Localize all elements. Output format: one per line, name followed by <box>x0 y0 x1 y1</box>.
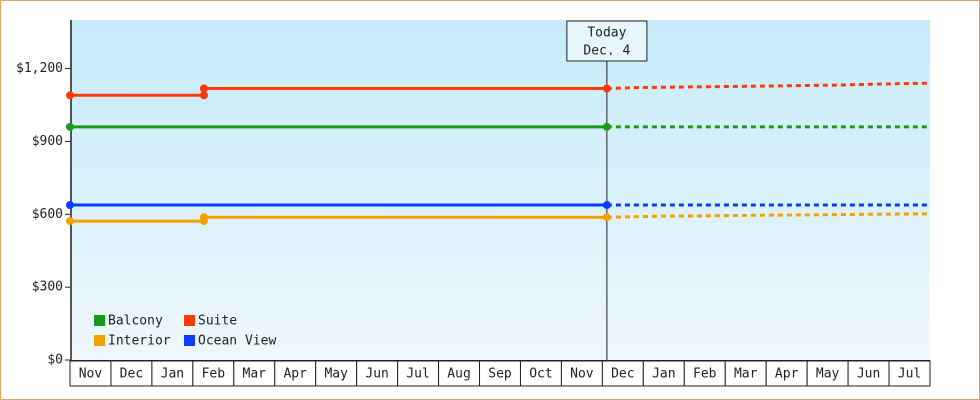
plot-area <box>70 20 930 360</box>
legend-label: Interior <box>108 334 171 349</box>
point <box>66 91 74 100</box>
x-category-box <box>847 360 890 387</box>
legend-label: Balcony <box>108 314 163 329</box>
x-tick-label: Jul <box>406 367 429 382</box>
today-label: Today <box>587 26 626 41</box>
x-category-box <box>806 360 849 387</box>
today-box <box>566 20 648 62</box>
today-label: Dec. 4 <box>583 44 630 59</box>
x-tick-label: Jun <box>857 367 880 382</box>
y-tick-label: $1,200 <box>16 61 63 76</box>
x-category-box <box>888 360 931 387</box>
point <box>602 84 611 93</box>
x-category-box <box>479 360 521 387</box>
x-category-box <box>69 360 112 387</box>
legend-swatch <box>94 335 105 346</box>
x-category-box <box>560 360 603 387</box>
x-category-box <box>397 360 440 387</box>
y-tick-label: $900 <box>32 134 63 149</box>
point <box>66 122 74 131</box>
y-tick-label: $300 <box>32 280 63 295</box>
x-tick-label: Jan <box>652 367 675 382</box>
point <box>602 201 611 210</box>
x-tick-label: Dec <box>611 367 634 382</box>
legend-swatch <box>184 315 195 326</box>
point <box>199 213 208 222</box>
point <box>66 201 74 210</box>
x-tick-label: Aug <box>447 367 470 382</box>
x-category-box <box>683 360 726 387</box>
point <box>602 213 611 222</box>
x-category-box <box>151 360 194 387</box>
x-category-box <box>724 360 767 387</box>
x-tick-label: Mar <box>734 367 758 382</box>
x-tick-label: Feb <box>693 367 717 382</box>
x-tick-label: Jul <box>898 367 921 382</box>
x-tick-label: Nov <box>570 367 594 382</box>
x-tick-label: Apr <box>775 367 799 382</box>
y-tick-label: $600 <box>32 207 63 222</box>
x-category-box <box>274 360 317 387</box>
projection-line <box>606 212 931 219</box>
point <box>199 91 208 100</box>
legend-label: Ocean View <box>198 334 276 349</box>
x-category-box <box>233 360 276 387</box>
x-tick-label: Apr <box>283 367 307 382</box>
x-tick-label: Mar <box>243 367 267 382</box>
x-tick-label: Jan <box>161 367 184 382</box>
legend-swatch <box>94 315 105 326</box>
x-tick-label: Sep <box>488 367 512 382</box>
x-tick-label: May <box>816 367 840 382</box>
x-tick-label: Dec <box>120 367 143 382</box>
x-tick-label: Jun <box>365 367 388 382</box>
point <box>199 84 208 93</box>
x-category-box <box>110 360 153 387</box>
legend-swatch <box>184 335 195 346</box>
x-category-box <box>601 360 644 387</box>
x-tick-label: May <box>324 367 348 382</box>
x-tick-label: Feb <box>202 367 226 382</box>
x-category-box <box>192 360 235 387</box>
legend-label: Suite <box>198 314 237 329</box>
point <box>602 122 611 131</box>
x-tick-label: Oct <box>529 367 552 382</box>
y-tick-label: $0 <box>47 353 63 368</box>
point <box>66 217 74 226</box>
x-tick-label: Nov <box>79 367 103 382</box>
